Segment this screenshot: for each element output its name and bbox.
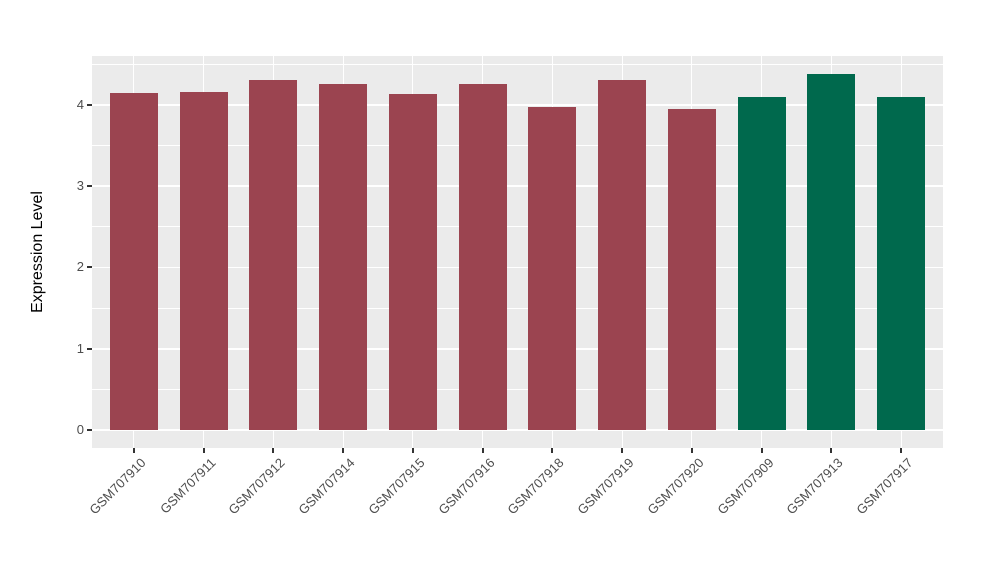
h-gridline-minor: [92, 144, 943, 146]
plot-panel: [92, 56, 943, 448]
h-gridline-minor: [92, 307, 943, 309]
y-axis-title: Expression Level: [29, 191, 46, 313]
x-tick-label: GSM707911: [156, 455, 219, 517]
x-tick-mark: [202, 448, 205, 453]
bar-GSM707915: [388, 94, 437, 431]
x-tick-label: GSM707913: [783, 455, 847, 518]
bar-GSM707917: [877, 96, 926, 431]
bar-GSM707911: [179, 91, 228, 431]
x-tick-mark: [272, 448, 275, 453]
y-tick-mark: [87, 266, 92, 269]
x-tick-mark: [132, 448, 135, 453]
bar-GSM707918: [528, 107, 577, 431]
bar-GSM707919: [598, 80, 647, 431]
y-tick-label: 2: [76, 259, 84, 275]
x-tick-mark: [760, 448, 763, 453]
bar-GSM707920: [667, 108, 716, 431]
bar-GSM707912: [249, 80, 298, 431]
h-gridline-major: [92, 104, 943, 106]
h-gridline-minor: [92, 388, 943, 390]
h-gridline-major: [92, 266, 943, 269]
h-gridline-minor: [92, 226, 943, 228]
x-tick-label: GSM707915: [365, 455, 428, 518]
x-tick-label: GSM707918: [504, 455, 567, 518]
x-tick-label: GSM707910: [86, 455, 149, 518]
x-tick-mark: [411, 448, 414, 453]
x-tick-mark: [551, 448, 554, 453]
x-tick-label: GSM707916: [435, 455, 498, 518]
h-gridline-major: [92, 429, 943, 431]
x-tick-mark: [342, 448, 345, 453]
y-tick-mark: [87, 185, 92, 188]
bar-GSM707910: [109, 92, 158, 431]
y-tick-mark: [87, 103, 92, 106]
y-tick-label: 3: [76, 178, 84, 194]
x-tick-label: GSM707912: [225, 455, 288, 518]
y-axis-title-wrap: Expression Level: [10, 56, 66, 448]
h-gridline-minor: [92, 63, 943, 65]
x-tick-label: GSM707917: [853, 455, 916, 518]
y-tick-label: 0: [76, 422, 84, 438]
x-tick-mark: [621, 448, 624, 453]
h-gridline-major: [92, 348, 943, 350]
bar-GSM707914: [319, 84, 368, 431]
bar-GSM707909: [737, 97, 786, 431]
y-tick-label: 1: [76, 340, 84, 356]
y-tick-mark: [87, 429, 92, 432]
x-tick-label: GSM707920: [644, 455, 707, 518]
x-tick-label: GSM707914: [295, 455, 358, 518]
x-tick-mark: [481, 448, 484, 453]
y-tick-mark: [87, 347, 92, 350]
x-tick-mark: [900, 448, 903, 453]
x-tick-mark: [830, 448, 833, 453]
x-tick-label: GSM707919: [574, 455, 637, 518]
x-tick-mark: [690, 448, 693, 453]
y-tick-label: 4: [76, 96, 84, 112]
x-tick-label: GSM707909: [714, 455, 777, 518]
bar-GSM707916: [458, 83, 507, 431]
h-gridline-major: [92, 185, 943, 187]
bar-GSM707913: [807, 73, 856, 431]
